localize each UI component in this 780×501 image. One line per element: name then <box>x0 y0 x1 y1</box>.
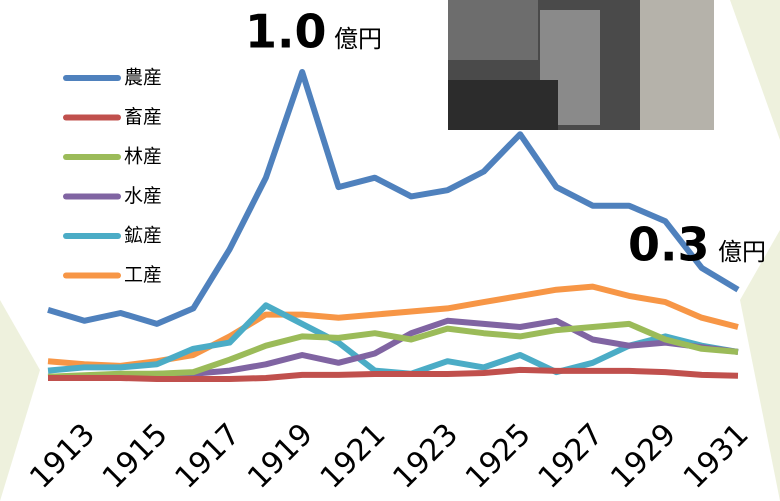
annotation-unit: 億円 <box>334 25 382 53</box>
series-line <box>47 69 740 327</box>
x-tick-label: 1921 <box>314 417 393 496</box>
legend-label: 林産 <box>124 146 162 168</box>
legend-label: 農産 <box>124 67 162 89</box>
legend-label: 工産 <box>124 264 162 286</box>
legend-label: 畜産 <box>124 106 162 128</box>
x-tick-label: 1929 <box>604 417 683 496</box>
x-tick-label: 1913 <box>23 417 102 496</box>
legend-label: 鉱産 <box>124 225 162 247</box>
x-tick-label: 1927 <box>532 417 611 496</box>
x-tick-label: 1915 <box>96 417 175 496</box>
series-line <box>47 320 739 380</box>
x-tick-label: 1925 <box>459 417 538 496</box>
x-tick-label: 1917 <box>169 417 248 496</box>
annotation-value: 0.3 <box>628 218 710 272</box>
legend-label: 水産 <box>124 185 162 207</box>
background-shape <box>740 230 780 501</box>
annotation-value: 1.0 <box>245 5 327 59</box>
annotation-unit: 億円 <box>718 238 766 266</box>
series-line <box>48 366 739 382</box>
x-tick-label: 1923 <box>386 417 465 496</box>
x-tick-label: 1931 <box>677 417 756 496</box>
background-shape <box>730 0 780 140</box>
x-tick-label: 1919 <box>241 417 320 496</box>
background-shape <box>0 300 40 501</box>
photo <box>448 0 714 130</box>
